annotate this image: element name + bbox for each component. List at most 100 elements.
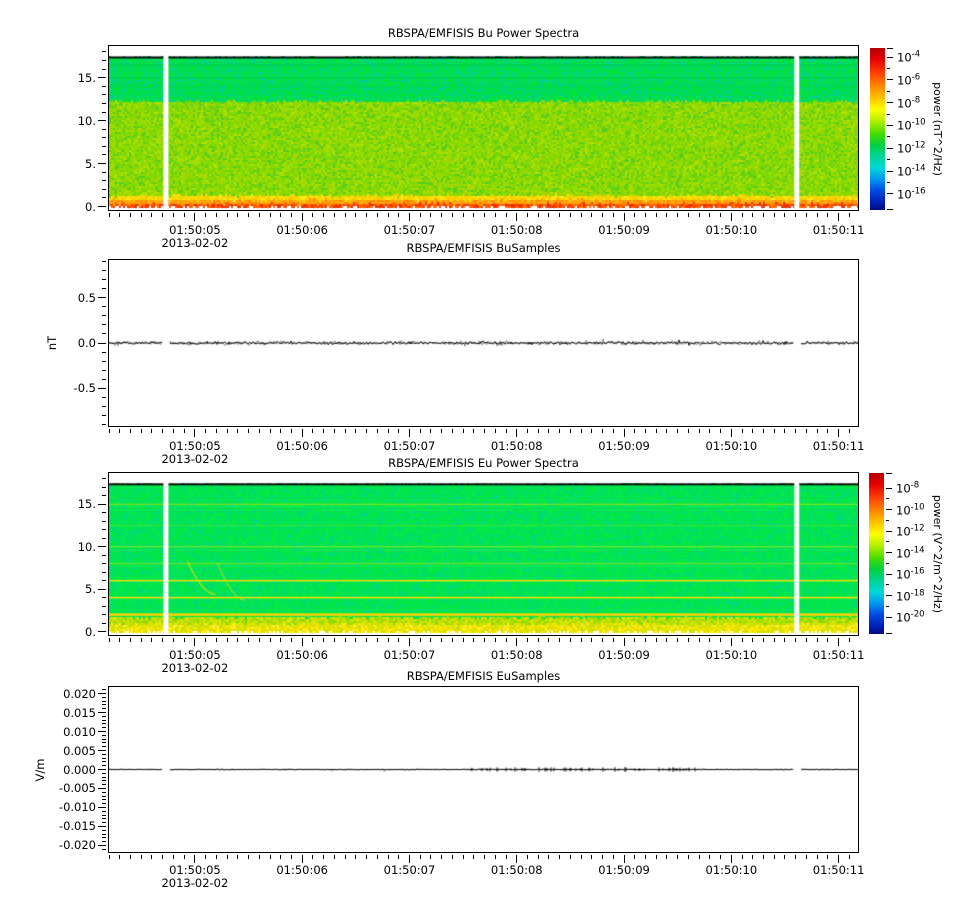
x-tick-label: 01:50:11 [812, 648, 865, 662]
x-minor-tick [580, 213, 582, 217]
x-minor-tick [548, 638, 550, 642]
colorbar-minor-tick [887, 90, 890, 92]
y-minor-tick [102, 727, 106, 729]
x-major-tick [730, 855, 732, 863]
x-major-tick [301, 213, 303, 221]
x-tick-label: 01:50:09 [598, 863, 650, 877]
bu-power-spectra-title: RBSPA/EMFISIS Bu Power Spectra [387, 26, 580, 40]
x-tick-label: 01:50:08 [490, 863, 543, 877]
x-minor-tick [827, 638, 829, 642]
x-minor-tick [108, 213, 110, 217]
x-minor-tick [398, 855, 400, 859]
x-tick-label: 01:50:05 [169, 863, 221, 877]
y-major-tick [98, 750, 106, 752]
x-minor-tick [580, 429, 582, 433]
x-minor-tick [752, 213, 754, 217]
x-minor-tick [473, 855, 475, 859]
x-minor-tick [451, 638, 453, 642]
y-minor-tick [102, 478, 106, 480]
x-minor-tick [559, 855, 561, 859]
colorbar-major-tick [887, 79, 893, 81]
x-minor-tick [816, 213, 818, 217]
y-minor-tick [102, 848, 106, 850]
y-minor-tick [102, 837, 106, 839]
y-major-tick [98, 120, 106, 122]
x-major-tick [730, 638, 732, 646]
x-minor-tick [183, 213, 185, 217]
x-minor-tick [419, 213, 421, 217]
x-minor-tick [355, 213, 357, 217]
x-minor-tick [645, 638, 646, 642]
x-minor-tick [333, 855, 335, 859]
y-minor-tick [102, 405, 106, 407]
x-minor-tick [151, 855, 153, 859]
x-minor-tick [784, 855, 786, 859]
x-minor-tick [698, 855, 700, 859]
y-tick-label: -0.005 [58, 781, 96, 796]
y-minor-tick [102, 780, 106, 782]
x-minor-tick [258, 855, 260, 859]
x-minor-tick [741, 213, 743, 217]
x-minor-tick [559, 213, 561, 217]
x-major-tick [516, 213, 518, 221]
bu-samples-title: RBSPA/EMFISIS BuSamples [406, 241, 561, 255]
x-tick-label: 01:50:07 [383, 223, 436, 237]
x-minor-tick [484, 638, 486, 642]
x-minor-tick [333, 638, 335, 642]
x-minor-tick [559, 638, 561, 642]
eu_power_spectra-plot-area [109, 473, 858, 635]
colorbar-tick-label: 10-20 [896, 609, 925, 625]
x-tick-label: 01:50:10 [705, 223, 758, 237]
colorbar-minor-tick [886, 498, 889, 500]
x-minor-tick [848, 213, 850, 217]
x-minor-tick [398, 213, 400, 217]
x-minor-tick [280, 855, 282, 859]
y-tick-label: 10. [77, 539, 96, 554]
x-minor-tick [591, 855, 593, 859]
colorbar-minor-tick [886, 584, 889, 586]
x-minor-tick [162, 638, 164, 642]
x-minor-tick [119, 855, 121, 859]
x-minor-tick [140, 638, 142, 642]
colorbar-major-tick [886, 487, 892, 489]
x-minor-tick [183, 855, 185, 859]
y-minor-tick [102, 512, 106, 514]
y-tick-label: 0.5 [77, 290, 96, 305]
colorbar-tick-label: 10-14 [896, 545, 925, 560]
colorbar-edge-tick [887, 48, 893, 49]
x-minor-tick [763, 855, 765, 859]
x-minor-tick [441, 855, 443, 859]
x-minor-tick [172, 429, 174, 433]
x-minor-tick [687, 638, 689, 642]
eu-colorbar [869, 473, 884, 634]
x-minor-tick [526, 855, 528, 859]
x-minor-tick [752, 855, 754, 859]
y-minor-tick [102, 288, 106, 290]
x-minor-tick [366, 855, 368, 859]
x-minor-tick [484, 855, 486, 859]
x-major-tick [194, 638, 196, 646]
x-tick-label: 01:50:09 [598, 648, 650, 662]
x-minor-tick [312, 213, 314, 217]
y-major-tick [98, 588, 106, 590]
x-minor-tick [119, 429, 121, 433]
y-tick-label: 0. [85, 624, 96, 639]
x-minor-tick [419, 855, 421, 859]
x-major-tick [516, 855, 518, 863]
x-minor-tick [183, 638, 185, 642]
x-minor-tick [677, 429, 679, 433]
x-minor-tick [355, 429, 357, 433]
x-minor-tick [559, 429, 561, 433]
colorbar-tick-label: 10-16 [896, 566, 925, 582]
x-tick-label: 01:50:10 [705, 863, 758, 877]
colorbar-tick-label: 10-12 [897, 140, 926, 156]
x-minor-tick [805, 213, 807, 217]
x-minor-tick [773, 638, 775, 642]
x-minor-tick [537, 855, 539, 859]
y-minor-tick [102, 154, 106, 156]
x-minor-tick [130, 429, 132, 433]
colorbar-tick-label: 10-16 [897, 186, 926, 202]
y-minor-tick [102, 59, 106, 61]
y-minor-tick [102, 563, 106, 565]
colorbar-tick-label: 10-4 [897, 49, 921, 65]
